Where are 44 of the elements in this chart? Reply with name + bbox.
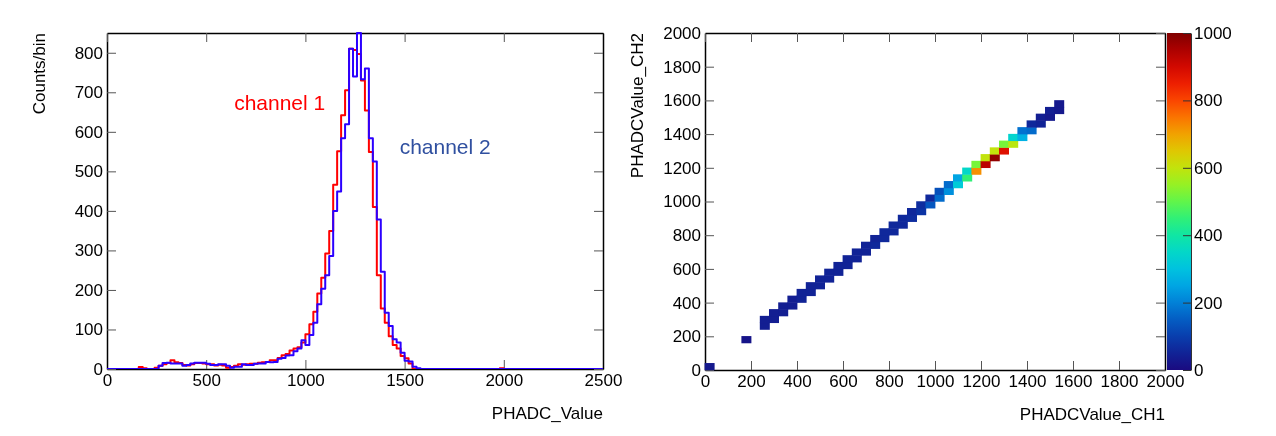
y-tick-label: 200	[74, 280, 103, 300]
x-tick-label: 2500	[584, 371, 623, 391]
color-bar-label: 1000	[1194, 23, 1232, 43]
x-axis-title: PHADC_Value	[491, 404, 603, 423]
y-axis-title: PHADCValue_CH2	[628, 33, 647, 179]
x-tick-label: 1800	[1100, 372, 1139, 392]
x-tick-label: 1000	[286, 371, 325, 391]
y-tick-label: 800	[74, 43, 103, 63]
color-bar-label: 600	[1194, 158, 1223, 178]
series-label: channel 1	[234, 91, 326, 115]
y-axis-title: Counts/bin	[30, 33, 49, 115]
y-tick-label: 2000	[663, 23, 701, 43]
series-label: channel 2	[399, 134, 491, 158]
y-tick-label: 1600	[663, 91, 701, 111]
y-tick-label: 500	[74, 162, 103, 182]
color-bar-label: 400	[1194, 226, 1223, 246]
x-tick-label: 500	[192, 371, 221, 391]
y-tick-label: 600	[74, 122, 103, 142]
y-tick-label: 800	[672, 226, 701, 246]
x-tick-label: 2000	[1146, 372, 1185, 392]
y-tick-label: 1000	[663, 192, 701, 212]
y-tick-label: 400	[74, 201, 103, 221]
y-tick-label: 300	[74, 241, 103, 261]
x-tick-label: 200	[737, 372, 766, 392]
x-tick-label: 1600	[1054, 372, 1093, 392]
x-tick-label: 1200	[962, 372, 1001, 392]
color-bar-label: 200	[1194, 293, 1223, 313]
y-tick-label: 1800	[663, 57, 701, 77]
x-tick-label: 1500	[386, 371, 425, 391]
y-tick-label: 1400	[663, 125, 701, 145]
x-axis-title: PHADCValue_CH1	[1019, 405, 1165, 424]
x-tick-label: 1400	[1008, 372, 1047, 392]
color-bar-label: 800	[1194, 91, 1223, 111]
x-tick-label: 600	[829, 372, 858, 392]
x-tick-label: 2000	[485, 371, 524, 391]
y-tick-label: 200	[672, 327, 701, 347]
x-tick-label: 1000	[916, 372, 955, 392]
y-tick-label: 1200	[663, 158, 701, 178]
y-tick-label: 600	[672, 259, 701, 279]
y-tick-label: 700	[74, 83, 103, 103]
y-tick-label: 400	[672, 293, 701, 313]
y-tick-label: 100	[74, 320, 103, 340]
x-tick-label: 400	[783, 372, 812, 392]
x-tick-label: 800	[875, 372, 904, 392]
